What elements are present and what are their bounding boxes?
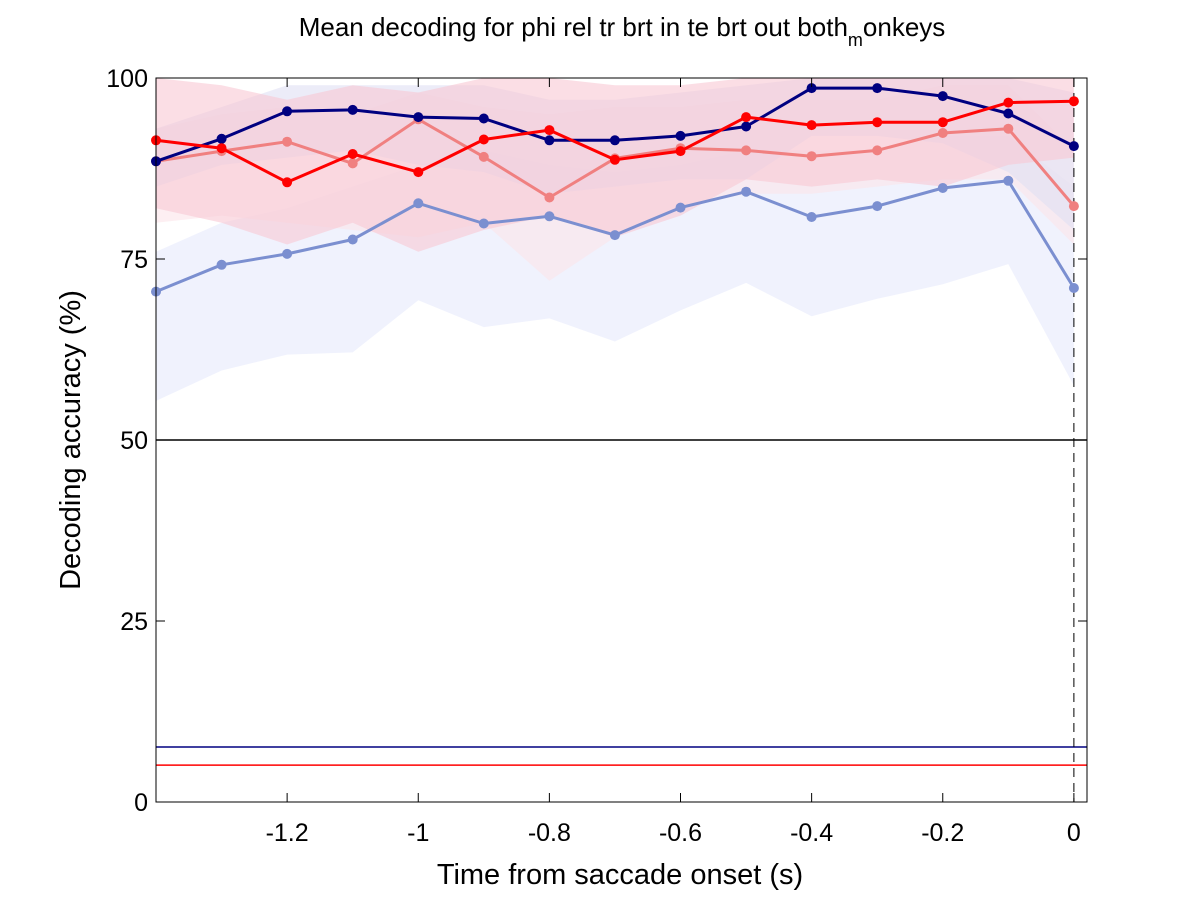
series-2-point — [937, 128, 948, 138]
series-2-point — [347, 158, 358, 169]
series-3-point — [282, 106, 293, 117]
confidence-band-4 — [156, 78, 1074, 252]
y-tick-label: 50 — [120, 427, 148, 455]
series-3-point — [609, 135, 620, 146]
series-3-point — [675, 130, 686, 141]
series-4-point — [872, 117, 883, 128]
series-3-point — [1003, 108, 1014, 119]
series-1-point — [806, 212, 817, 222]
chart-title-main: Mean decoding for phi rel tr brt in te b… — [299, 12, 848, 42]
series-4-point — [216, 143, 227, 154]
y-axis-ticks: 0 25 50 75 100 — [106, 65, 1087, 817]
series-4-point — [806, 120, 817, 131]
x-tick-label: -0.8 — [528, 819, 571, 847]
series-2-point — [872, 145, 883, 156]
series-2-point — [544, 192, 555, 203]
series-3-point — [216, 133, 227, 144]
x-tick-label: -0.4 — [790, 819, 833, 847]
x-axis-ticks: -1.2 -1 -0.8 -0.6 -0.4 -0.2 0 — [266, 78, 1081, 847]
series-3-point — [741, 121, 752, 132]
series-1-point — [1003, 175, 1014, 186]
y-tick-label: 100 — [106, 65, 148, 93]
chart-title: Mean decoding for phi rel tr brt in te b… — [299, 12, 946, 50]
series-4-point — [1003, 97, 1014, 108]
series-1-point — [741, 186, 752, 197]
x-tick-label: -0.6 — [659, 819, 702, 847]
series-2-point — [1003, 123, 1014, 134]
series-1-point — [675, 202, 686, 213]
series-1-point — [413, 198, 424, 209]
chart-title-subscript: m — [848, 30, 863, 50]
series-1-point — [872, 201, 883, 212]
series-2-point — [478, 151, 489, 162]
series-4-point — [675, 146, 686, 157]
series-3-point — [413, 112, 424, 123]
series-3-point — [1068, 141, 1079, 152]
series-4-point — [741, 112, 752, 123]
series-2-point — [806, 151, 817, 162]
chart-title-suffix: onkeys — [863, 12, 945, 42]
x-tick-label: -0.2 — [921, 819, 964, 847]
series-4-point — [937, 117, 948, 128]
reference-lines — [156, 78, 1087, 802]
series-1-point — [544, 211, 555, 222]
series-4-point — [544, 125, 555, 136]
data-series — [151, 83, 1079, 297]
series-3-point — [937, 91, 948, 102]
x-tick-label: -1 — [407, 819, 429, 847]
series-4-point — [609, 154, 620, 165]
series-1-point — [282, 248, 293, 259]
series-4-point — [413, 167, 424, 178]
series-2-point — [741, 145, 752, 156]
series-1-point — [216, 259, 227, 270]
y-tick-label: 0 — [134, 789, 148, 817]
y-tick-label: 75 — [120, 246, 148, 274]
series-1-point — [478, 218, 489, 229]
series-1-point — [609, 230, 620, 241]
series-4-point — [347, 149, 358, 159]
series-2-point — [1068, 201, 1079, 212]
y-tick-label: 25 — [120, 608, 148, 636]
x-axis-label: Time from saccade onset (s) — [437, 859, 803, 891]
series-2-point — [282, 136, 293, 147]
series-3-point — [806, 83, 817, 94]
y-axis-label: Decoding accuracy (%) — [55, 290, 87, 590]
series-4-point — [282, 177, 293, 188]
series-3-point — [544, 135, 555, 146]
series-1-point — [347, 234, 358, 245]
x-tick-label: -1.2 — [266, 819, 309, 847]
series-1-point — [937, 183, 948, 193]
series-3-point — [872, 83, 883, 94]
series-3-point — [478, 113, 489, 124]
series-4-point — [478, 134, 489, 145]
x-tick-label: 0 — [1067, 819, 1081, 847]
series-4-point — [1068, 96, 1079, 107]
series-1-point — [1068, 283, 1079, 293]
series-3-point — [347, 104, 358, 115]
